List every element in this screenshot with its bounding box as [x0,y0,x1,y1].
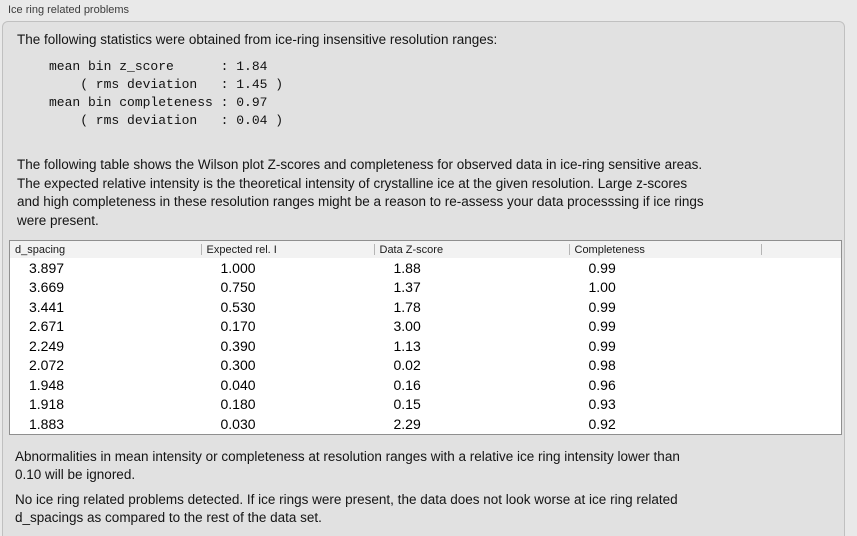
table-cell: 1.948 [29,376,65,393]
table-cell: 0.02 [393,357,421,374]
table-cell: 0.96 [588,376,616,393]
results-table: d_spacing Expected rel. I Data Z-score Comp… [9,240,842,435]
table-cell: 1.000 [220,259,256,276]
table-cell: 1.78 [393,298,421,315]
table-cell: 0.16 [393,376,421,393]
table-cell [762,317,842,337]
table-row[interactable]: 3.897 1.000 1.88 0.99 [10,258,842,278]
table-header-row: d_spacing Expected rel. I Data Z-score Comp… [9,240,842,258]
table-cell [762,414,842,434]
table-cell: 0.390 [220,337,256,354]
table-header-cell[interactable]: d_spacing [9,240,202,258]
table-cell [762,297,842,317]
panel-title: Ice ring related problems [8,4,130,16]
table-cell: 0.030 [220,415,256,432]
results-table-container: d_spacing Expected rel. I Data Z-score Comp… [9,240,842,435]
table-cell: 1.883 [29,415,65,432]
table-cell: 0.750 [220,279,256,296]
table-cell [762,278,842,298]
table-header-cell[interactable]: Data Z-score [374,240,570,258]
footnote-no-problems: No ice ring related problems detected. I… [15,492,678,525]
footnote-ignore-threshold: Abnormalities in mean intensity or compl… [15,449,680,482]
table-row[interactable]: 2.249 0.390 1.13 0.99 [10,336,842,356]
table-row[interactable]: 3.669 0.750 1.37 1.00 [10,278,842,298]
table-row[interactable]: 2.671 0.170 3.00 0.99 [10,317,842,337]
table-cell: 0.99 [588,318,616,335]
table-cell: 0.99 [588,298,616,315]
table-cell: 1.918 [29,396,65,413]
table-cell: 0.99 [588,337,616,354]
table-cell: 2.671 [29,318,65,335]
table-cell: 0.040 [220,376,256,393]
table-cell: 0.530 [220,298,256,315]
table-cell [762,375,842,395]
table-cell: 0.92 [588,415,616,432]
table-cell: 0.170 [220,318,256,335]
stats-block: mean bin z_score : 1.84 ( rms deviation … [49,59,284,128]
table-cell [762,356,842,376]
table-row[interactable]: 1.948 0.040 0.16 0.96 [10,375,842,395]
table-cell: 3.00 [393,318,421,335]
table-cell: 1.37 [393,279,421,296]
table-row[interactable]: 1.883 0.030 2.29 0.92 [10,414,842,434]
table-cell: 1.88 [393,259,421,276]
table-cell: 0.180 [220,396,256,413]
table-row[interactable]: 2.072 0.300 0.02 0.98 [10,356,842,376]
table-cell: 2.29 [393,415,421,432]
table-cell: 0.15 [393,396,421,413]
table-cell: 2.249 [29,337,65,354]
table-description: The following table shows the Wilson plo… [17,157,704,228]
stats-intro-text: The following statistics were obtained f… [17,32,498,47]
table-cell: 0.99 [588,259,616,276]
table-cell: 1.13 [393,337,421,354]
table-cell [762,395,842,415]
table-cell: 3.441 [29,298,65,315]
table-cell: 1.00 [588,279,616,296]
table-cell: 0.300 [220,357,256,374]
table-cell: 3.669 [29,279,65,296]
table-cell: 2.072 [29,357,65,374]
table-header-cell[interactable]: Expected rel. I [201,240,375,258]
table-body: 3.897 1.000 1.88 0.99 3.669 0.750 1.37 1.00 3.44… [10,258,842,434]
table-row[interactable]: 1.918 0.180 0.15 0.93 [10,395,842,415]
table-cell [762,336,842,356]
table-cell [762,258,842,278]
table-header-cell[interactable] [761,240,842,258]
table-row[interactable]: 3.441 0.530 1.78 0.99 [10,297,842,317]
table-cell: 3.897 [29,259,65,276]
table-cell: 0.98 [588,357,616,374]
group-box: The following statistics were obtained f… [2,21,845,536]
table-header-cell[interactable]: Completeness [569,240,762,258]
table-cell: 0.93 [588,396,616,413]
